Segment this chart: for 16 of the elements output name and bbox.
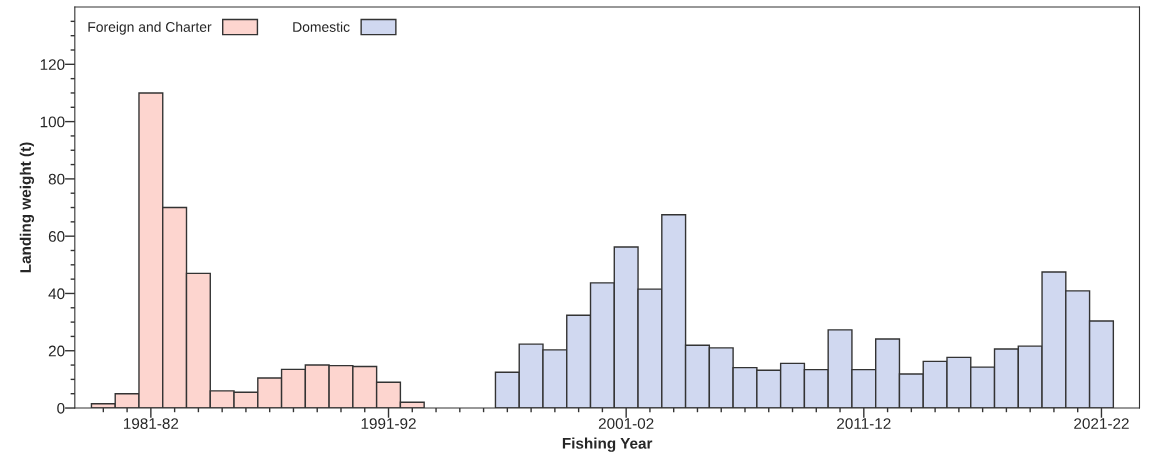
y-tick-label: 60 — [48, 231, 65, 242]
legend-label: Foreign and Charter — [88, 21, 212, 35]
y-tick-label: 100 — [40, 116, 65, 128]
y-tick-label: 80 — [48, 173, 65, 185]
x-tick-label: 2021-22 — [1074, 418, 1129, 429]
legend-label: Domestic — [293, 21, 350, 32]
y-tick-label: 120 — [40, 59, 65, 71]
x-tick-label: 2001-02 — [598, 418, 654, 429]
y-tick-label: 20 — [48, 345, 65, 357]
y-axis-title: Landing weight (t) — [19, 142, 35, 273]
x-tick-label: 2011-12 — [837, 418, 891, 429]
y-tick-label: 40 — [48, 288, 65, 300]
x-tick-label: 1991-92 — [361, 418, 416, 429]
x-tick-label: 1981-82 — [124, 418, 179, 429]
x-axis-title: Fishing Year — [562, 437, 653, 452]
y-tick-label: 0 — [57, 402, 65, 414]
